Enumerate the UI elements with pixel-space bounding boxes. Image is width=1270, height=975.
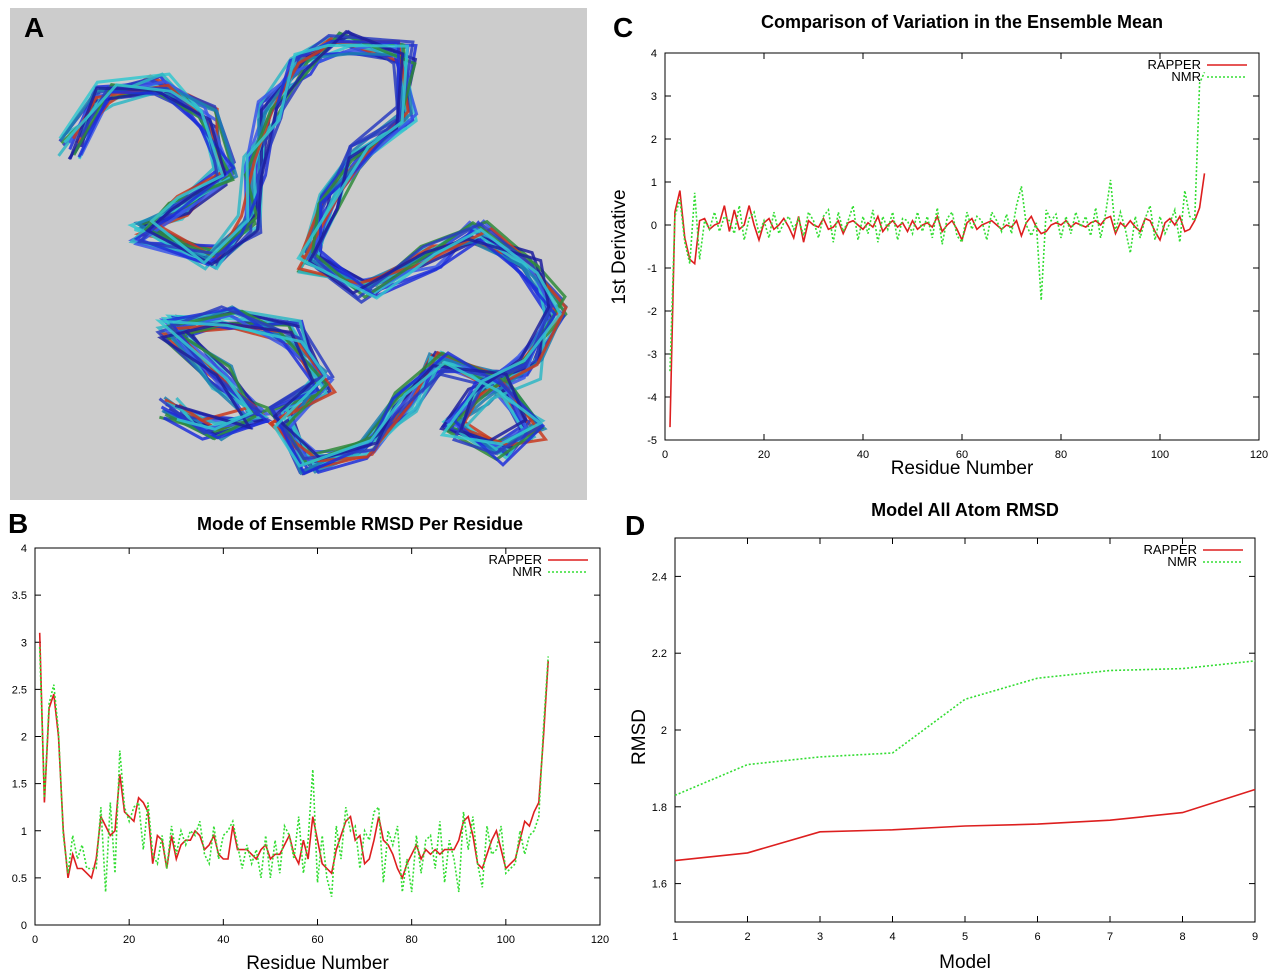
molecule-ensemble-image <box>10 8 587 500</box>
x-tick-label: 120 <box>591 934 609 946</box>
legend-label-rapper: RAPPER <box>1148 57 1201 72</box>
x-tick-label: 80 <box>1055 449 1067 461</box>
x-tick-label: 3 <box>817 931 823 943</box>
protein-backbone-superposition <box>57 29 568 476</box>
panel-letter-d: D <box>625 510 646 541</box>
x-tick-label: 100 <box>1151 449 1169 461</box>
panel-letter-a: A <box>24 12 45 43</box>
chart-c-xlabel: Residue Number <box>890 458 1034 479</box>
panel-letter-c: C <box>613 12 634 43</box>
y-tick-label: 2.2 <box>652 648 667 660</box>
x-tick-label: 2 <box>744 931 750 943</box>
chart-d-frame <box>674 537 1256 923</box>
x-tick-label: 20 <box>758 449 770 461</box>
legend-label-nmr: NMR <box>512 564 542 579</box>
x-tick-label: 9 <box>1252 931 1258 943</box>
legend-label-nmr: NMR <box>1171 69 1201 84</box>
x-tick-label: 60 <box>956 449 968 461</box>
series-line-nmr <box>674 660 1256 797</box>
y-tick-label: -3 <box>647 349 657 361</box>
x-tick-label: 120 <box>1250 449 1268 461</box>
y-tick-label: 2 <box>21 732 27 744</box>
legend-label-rapper: RAPPER <box>489 552 542 567</box>
x-tick-label: 4 <box>889 931 895 943</box>
y-tick-label: 1.6 <box>652 879 667 891</box>
y-tick-label: 1 <box>651 177 657 189</box>
x-tick-label: 0 <box>32 934 38 946</box>
y-tick-label: 0.5 <box>12 873 27 885</box>
y-tick-label: 2 <box>661 725 667 737</box>
series-line-nmr <box>669 71 1206 372</box>
x-tick-label: 80 <box>406 934 418 946</box>
y-tick-label: 2.5 <box>12 684 27 696</box>
x-tick-label: 8 <box>1179 931 1185 943</box>
y-tick-label: 1 <box>21 826 27 838</box>
y-tick-label: 4 <box>21 543 27 555</box>
y-tick-label: -2 <box>647 306 657 318</box>
legend-label-nmr: NMR <box>1167 554 1197 569</box>
backbone-trace <box>63 43 562 468</box>
y-tick-label: 2.4 <box>652 571 667 583</box>
x-tick-label: 20 <box>123 934 135 946</box>
y-tick-label: 3 <box>21 637 27 649</box>
y-tick-label: 1.5 <box>12 779 27 791</box>
chart-c-title: Comparison of Variation in the Ensemble … <box>760 12 1164 32</box>
chart-d-title: Model All Atom RMSD <box>871 500 1059 520</box>
legend-label-rapper: RAPPER <box>1144 542 1197 557</box>
y-tick-label: 4 <box>651 48 657 60</box>
y-tick-label: 1.8 <box>652 802 667 814</box>
chart-b-xlabel: Residue Number <box>246 953 389 974</box>
y-tick-label: 0 <box>21 920 27 932</box>
y-tick-label: -5 <box>647 435 657 447</box>
x-tick-label: 7 <box>1107 931 1113 943</box>
series-line-rapper <box>669 173 1206 428</box>
y-tick-label: 3 <box>651 91 657 103</box>
y-tick-label: 3.5 <box>12 590 27 602</box>
x-tick-label: 60 <box>311 934 323 946</box>
y-tick-label: -4 <box>647 392 657 404</box>
x-tick-label: 40 <box>217 934 229 946</box>
panel-letter-b: B <box>8 508 29 539</box>
y-tick-label: 0 <box>651 220 657 232</box>
y-tick-label: 2 <box>651 134 657 146</box>
chart-b-title: Mode of Ensemble RMSD Per Residue <box>196 514 524 534</box>
series-line-rapper <box>674 788 1256 862</box>
chart-d-xlabel: Model <box>939 952 991 973</box>
x-tick-label: 1 <box>672 931 678 943</box>
y-tick-label: -1 <box>647 263 657 275</box>
x-tick-label: 0 <box>662 449 668 461</box>
x-tick-label: 5 <box>962 931 968 943</box>
x-tick-label: 100 <box>497 934 515 946</box>
x-tick-label: 6 <box>1034 931 1040 943</box>
x-tick-label: 40 <box>857 449 869 461</box>
